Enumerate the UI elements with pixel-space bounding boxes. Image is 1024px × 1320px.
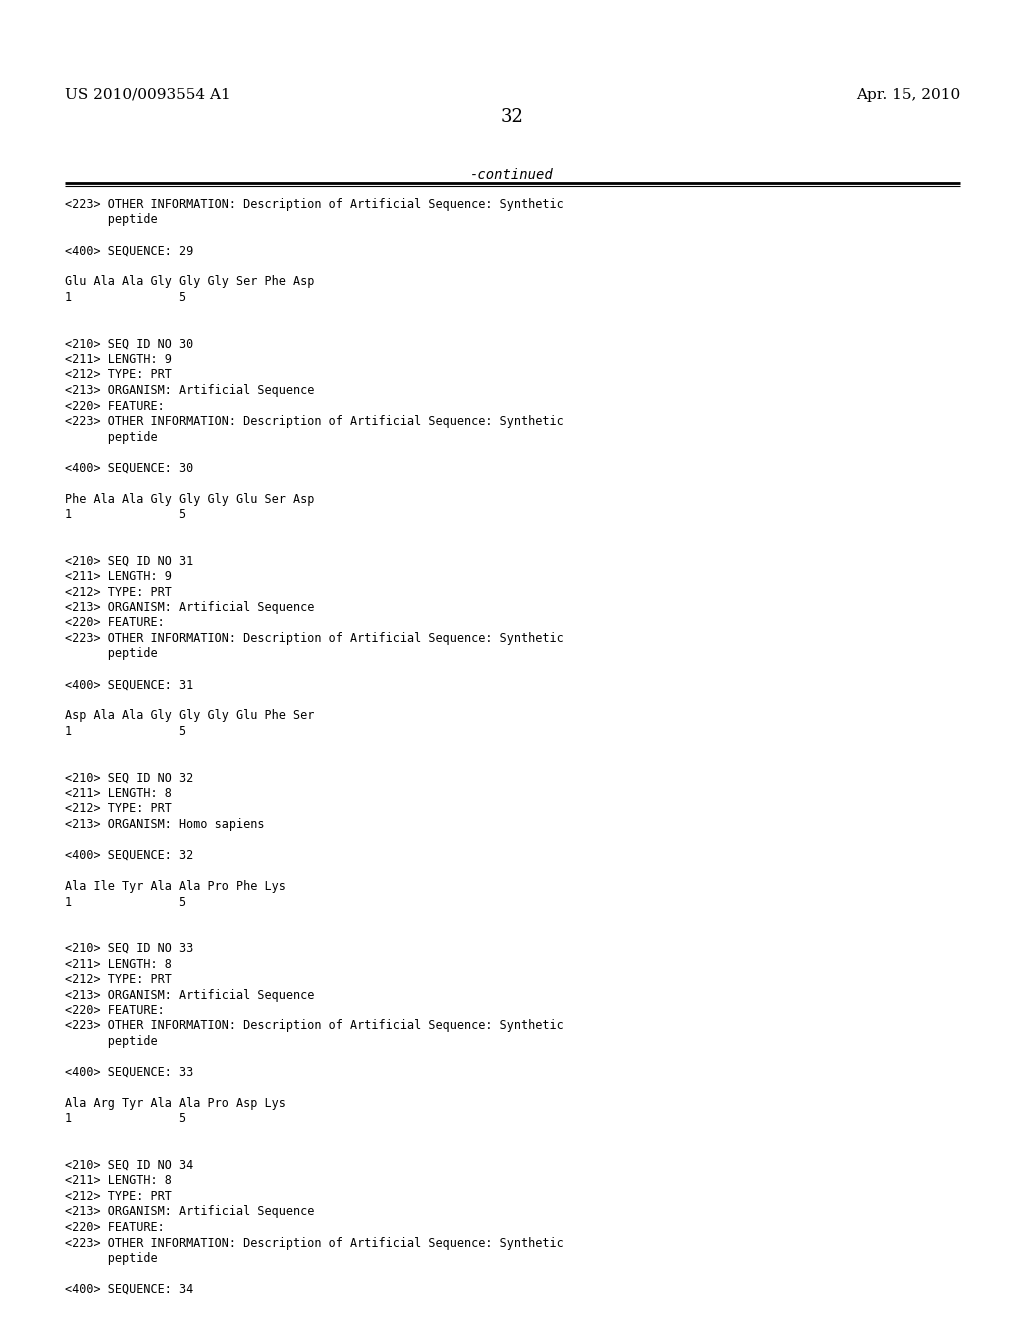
Text: <220> FEATURE:: <220> FEATURE:: [65, 1221, 165, 1234]
Text: US 2010/0093554 A1: US 2010/0093554 A1: [65, 88, 230, 102]
Text: <211> LENGTH: 8: <211> LENGTH: 8: [65, 1175, 172, 1188]
Text: peptide: peptide: [65, 648, 158, 660]
Text: <400> SEQUENCE: 29: <400> SEQUENCE: 29: [65, 244, 194, 257]
Text: <211> LENGTH: 8: <211> LENGTH: 8: [65, 957, 172, 970]
Text: <213> ORGANISM: Artificial Sequence: <213> ORGANISM: Artificial Sequence: [65, 601, 314, 614]
Text: -continued: -continued: [470, 168, 554, 182]
Text: <210> SEQ ID NO 31: <210> SEQ ID NO 31: [65, 554, 194, 568]
Text: Asp Ala Ala Gly Gly Gly Glu Phe Ser: Asp Ala Ala Gly Gly Gly Glu Phe Ser: [65, 710, 314, 722]
Text: 1               5: 1 5: [65, 290, 186, 304]
Text: <212> TYPE: PRT: <212> TYPE: PRT: [65, 368, 172, 381]
Text: <400> SEQUENCE: 34: <400> SEQUENCE: 34: [65, 1283, 194, 1296]
Text: Ala Ile Tyr Ala Ala Pro Phe Lys: Ala Ile Tyr Ala Ala Pro Phe Lys: [65, 880, 286, 894]
Text: <213> ORGANISM: Artificial Sequence: <213> ORGANISM: Artificial Sequence: [65, 384, 314, 397]
Text: <211> LENGTH: 9: <211> LENGTH: 9: [65, 570, 172, 583]
Text: <211> LENGTH: 8: <211> LENGTH: 8: [65, 787, 172, 800]
Text: Apr. 15, 2010: Apr. 15, 2010: [856, 88, 961, 102]
Text: peptide: peptide: [65, 1251, 158, 1265]
Text: <210> SEQ ID NO 33: <210> SEQ ID NO 33: [65, 942, 194, 954]
Text: <212> TYPE: PRT: <212> TYPE: PRT: [65, 586, 172, 598]
Text: <223> OTHER INFORMATION: Description of Artificial Sequence: Synthetic: <223> OTHER INFORMATION: Description of …: [65, 414, 564, 428]
Text: <213> ORGANISM: Artificial Sequence: <213> ORGANISM: Artificial Sequence: [65, 989, 314, 1002]
Text: <220> FEATURE:: <220> FEATURE:: [65, 400, 165, 412]
Text: <212> TYPE: PRT: <212> TYPE: PRT: [65, 973, 172, 986]
Text: 1               5: 1 5: [65, 1113, 186, 1126]
Text: Phe Ala Ala Gly Gly Gly Glu Ser Asp: Phe Ala Ala Gly Gly Gly Glu Ser Asp: [65, 492, 314, 506]
Text: 32: 32: [501, 108, 523, 125]
Text: <220> FEATURE:: <220> FEATURE:: [65, 616, 165, 630]
Text: peptide: peptide: [65, 1035, 158, 1048]
Text: <223> OTHER INFORMATION: Description of Artificial Sequence: Synthetic: <223> OTHER INFORMATION: Description of …: [65, 632, 564, 645]
Text: <210> SEQ ID NO 32: <210> SEQ ID NO 32: [65, 771, 194, 784]
Text: <400> SEQUENCE: 33: <400> SEQUENCE: 33: [65, 1067, 194, 1078]
Text: <213> ORGANISM: Artificial Sequence: <213> ORGANISM: Artificial Sequence: [65, 1205, 314, 1218]
Text: <223> OTHER INFORMATION: Description of Artificial Sequence: Synthetic: <223> OTHER INFORMATION: Description of …: [65, 1019, 564, 1032]
Text: <210> SEQ ID NO 34: <210> SEQ ID NO 34: [65, 1159, 194, 1172]
Text: peptide: peptide: [65, 430, 158, 444]
Text: <212> TYPE: PRT: <212> TYPE: PRT: [65, 1191, 172, 1203]
Text: <400> SEQUENCE: 31: <400> SEQUENCE: 31: [65, 678, 194, 692]
Text: <210> SEQ ID NO 30: <210> SEQ ID NO 30: [65, 338, 194, 351]
Text: 1               5: 1 5: [65, 895, 186, 908]
Text: peptide: peptide: [65, 214, 158, 227]
Text: <211> LENGTH: 9: <211> LENGTH: 9: [65, 352, 172, 366]
Text: <212> TYPE: PRT: <212> TYPE: PRT: [65, 803, 172, 816]
Text: <213> ORGANISM: Homo sapiens: <213> ORGANISM: Homo sapiens: [65, 818, 264, 832]
Text: <220> FEATURE:: <220> FEATURE:: [65, 1005, 165, 1016]
Text: Ala Arg Tyr Ala Ala Pro Asp Lys: Ala Arg Tyr Ala Ala Pro Asp Lys: [65, 1097, 286, 1110]
Text: <400> SEQUENCE: 30: <400> SEQUENCE: 30: [65, 462, 194, 474]
Text: 1               5: 1 5: [65, 508, 186, 521]
Text: Glu Ala Ala Gly Gly Gly Ser Phe Asp: Glu Ala Ala Gly Gly Gly Ser Phe Asp: [65, 276, 314, 289]
Text: <223> OTHER INFORMATION: Description of Artificial Sequence: Synthetic: <223> OTHER INFORMATION: Description of …: [65, 1237, 564, 1250]
Text: 1               5: 1 5: [65, 725, 186, 738]
Text: <223> OTHER INFORMATION: Description of Artificial Sequence: Synthetic: <223> OTHER INFORMATION: Description of …: [65, 198, 564, 211]
Text: <400> SEQUENCE: 32: <400> SEQUENCE: 32: [65, 849, 194, 862]
